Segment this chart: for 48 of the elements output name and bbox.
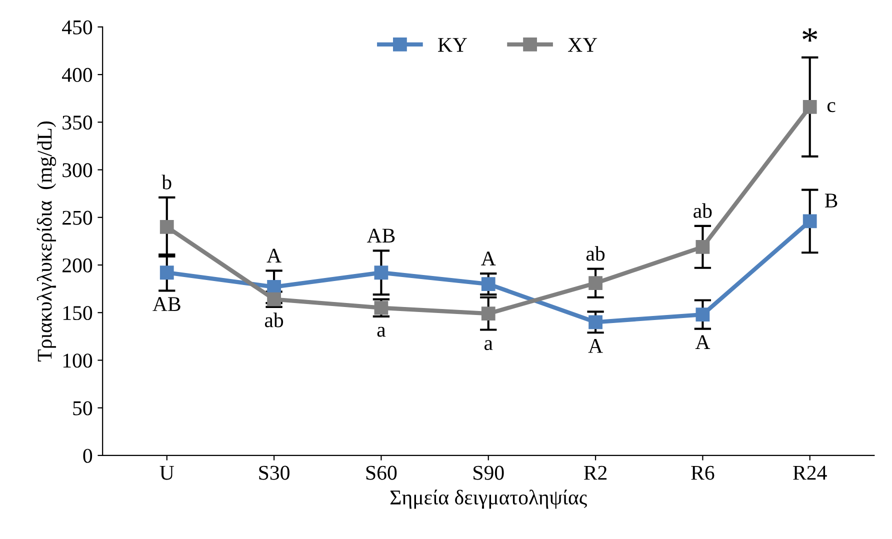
annotation: AB — [366, 228, 395, 243]
point — [481, 306, 496, 321]
y-tick-label: 50 — [73, 401, 92, 416]
point — [588, 315, 602, 330]
legend-label: KY — [438, 38, 468, 52]
point — [802, 214, 817, 228]
y-tick-label: 250 — [62, 210, 92, 225]
point — [802, 100, 817, 114]
x-tick-label: S90 — [474, 466, 504, 480]
y-tick-label: 200 — [62, 258, 92, 272]
annotation: a — [484, 340, 493, 350]
point — [374, 266, 388, 280]
annotation: ab — [694, 203, 712, 218]
annotation: a — [377, 326, 386, 337]
x-tick-label: R6 — [691, 466, 714, 480]
point — [267, 280, 281, 294]
point — [481, 277, 496, 291]
point — [696, 240, 710, 254]
point — [588, 276, 602, 290]
y-tick-label: 400 — [62, 68, 92, 82]
annotation: B — [824, 194, 838, 208]
y-tick-label: 150 — [63, 306, 92, 320]
y-tick-label: 0 — [83, 448, 92, 463]
y-axis-title: Τριακυλγλυκερίδια (mg/dL) — [36, 121, 56, 362]
annotation: * — [802, 28, 818, 42]
y-tick-label: 100 — [63, 354, 92, 368]
point — [696, 308, 710, 322]
y-tick-label: 300 — [62, 163, 92, 178]
y-tick-label: 450 — [62, 20, 92, 34]
annotation: b — [162, 174, 172, 190]
point — [160, 266, 174, 280]
x-tick-label: S60 — [366, 466, 397, 480]
annotation: ab — [264, 312, 284, 328]
point — [160, 220, 174, 234]
x-tick-label: R24 — [793, 466, 827, 480]
annotation: A — [695, 335, 710, 349]
annotation: A — [266, 248, 282, 262]
annotation: ab — [586, 246, 605, 261]
x-tick-label: R2 — [584, 466, 607, 480]
annotation: A — [481, 252, 496, 266]
x-axis-title: Σημεία δειγματοληψίας — [390, 490, 587, 509]
legend-label: XY — [568, 38, 598, 52]
annotation: AB — [152, 297, 180, 311]
annotation: c — [827, 102, 836, 112]
y-tick-label: 350 — [62, 116, 92, 130]
x-tick-label: S30 — [259, 466, 290, 480]
x-tick-label: U — [160, 466, 174, 480]
annotation: A — [588, 339, 603, 353]
